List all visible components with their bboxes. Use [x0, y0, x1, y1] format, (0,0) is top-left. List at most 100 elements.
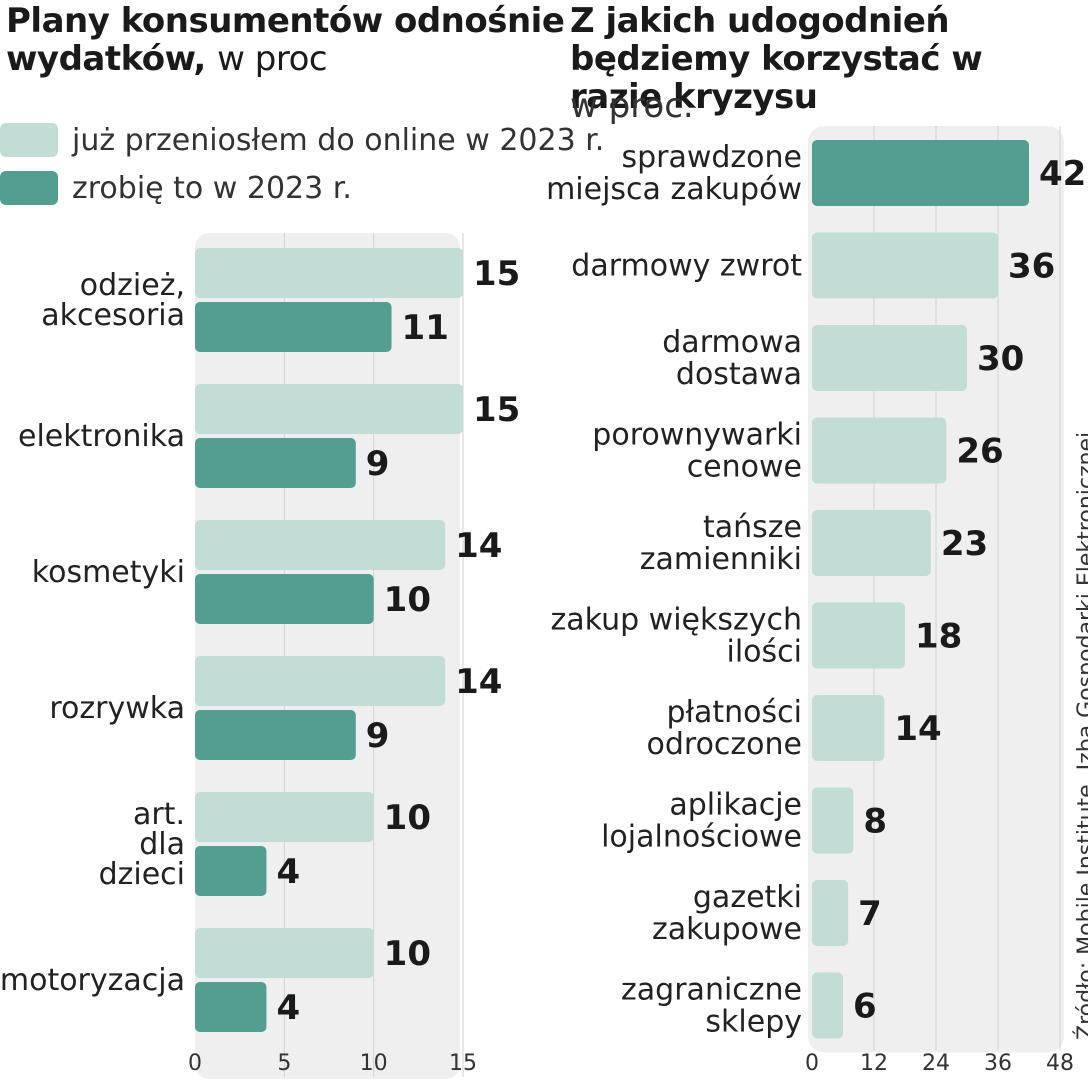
- category-label-line: dostawa: [676, 357, 802, 392]
- bar-online: [195, 384, 463, 434]
- right-chart-title: Z jakich udogodnień będziemy korzystać w…: [570, 1, 983, 117]
- category-label: zagraniczne sklepy: [621, 973, 802, 1040]
- category-label-line: płatności: [666, 695, 802, 730]
- crisis-conveniences-chart: 0 12 24 36 48 42 sprawdzone miejsca zakupów 36 da…: [546, 126, 1086, 1076]
- bar: [812, 417, 947, 484]
- category-label-line: darmowa: [662, 325, 802, 360]
- value-label: 18: [915, 617, 962, 657]
- category-label-line: zakupowe: [652, 912, 802, 947]
- category-label: elektronika: [18, 419, 185, 454]
- value-label: 30: [977, 339, 1024, 379]
- category-label: motoryzacja: [0, 963, 185, 998]
- category-label-line: sklepy: [705, 1005, 802, 1040]
- value-label: 9: [366, 444, 390, 484]
- x-tick-label: 5: [277, 1051, 291, 1076]
- legend-label-online: już przeniosłem do online w 2023 r.: [72, 122, 605, 158]
- value-label: 42: [1039, 154, 1086, 194]
- x-tick-label: 15: [449, 1051, 477, 1076]
- value-label: 14: [455, 662, 502, 702]
- bar-online: [195, 520, 446, 570]
- x-tick-label: 10: [360, 1051, 388, 1076]
- category-label-line: tańsze: [703, 510, 802, 545]
- value-label: 23: [941, 524, 988, 564]
- value-label: 8: [863, 802, 887, 842]
- category-label-line: aplikacje: [669, 788, 802, 823]
- category-label-line: motoryzacja: [0, 963, 185, 998]
- category-label-line: lojalnościowe: [601, 820, 802, 855]
- left-title-unit: w proc: [217, 39, 328, 79]
- category-label-line: cenowe: [687, 450, 802, 485]
- value-label: 15: [473, 390, 520, 430]
- bar-online: [195, 248, 463, 298]
- legend-swatch-light: [0, 123, 58, 157]
- category-label-line: elektronika: [18, 419, 185, 454]
- legend-label-planned: zrobię to w 2023 r.: [72, 170, 352, 206]
- source-note: Źródło: Mobile Institute, Izba Gospodark…: [1074, 431, 1088, 1040]
- category-label: tańsze zamienniki: [640, 510, 802, 577]
- x-tick-label: 24: [922, 1051, 950, 1076]
- bar: [812, 325, 967, 391]
- category-label: aplikacje lojalnościowe: [601, 788, 802, 855]
- category-label-line: porownywarki: [592, 418, 802, 453]
- bar: [812, 695, 885, 761]
- x-tick-label: 0: [805, 1051, 819, 1076]
- bar: [812, 972, 843, 1039]
- x-tick-label: 48: [1046, 1051, 1074, 1076]
- value-label: 6: [853, 987, 877, 1027]
- bar-planned: [195, 574, 374, 624]
- x-tick-label: 36: [984, 1051, 1012, 1076]
- category-label-line: rozrywka: [49, 691, 185, 726]
- category-label: porownywarki cenowe: [592, 418, 802, 485]
- bar-highlighted: [812, 140, 1029, 206]
- x-tick-label: 12: [860, 1051, 888, 1076]
- value-label: 11: [402, 308, 449, 348]
- value-label: 15: [473, 254, 520, 294]
- bar: [812, 602, 905, 669]
- legend-item-online: już przeniosłem do online w 2023 r.: [0, 122, 604, 158]
- left-title-bold: Plany konsumentów odnośnie wydatków,: [6, 1, 565, 79]
- category-label-line: dla: [139, 827, 185, 862]
- category-label: odzież, akcesoria: [41, 268, 185, 333]
- right-chart-subtitle: w proc.: [570, 86, 694, 126]
- value-label: 4: [276, 852, 300, 892]
- category-label: darmowy zwrot: [571, 249, 802, 284]
- category-label: kosmetyki: [32, 555, 185, 590]
- value-label: 10: [384, 798, 431, 838]
- value-label: 4: [276, 988, 300, 1028]
- value-label: 10: [384, 934, 431, 974]
- category-label-line: art.: [133, 797, 185, 832]
- category-label: art. dla dzieci: [99, 797, 185, 892]
- category-label-line: miejsca zakupów: [546, 172, 802, 207]
- bar-planned: [195, 982, 267, 1032]
- category-label-line: zamienniki: [640, 542, 802, 577]
- value-label: 9: [366, 716, 390, 756]
- category-label-line: zakup większych: [550, 603, 802, 638]
- bar-planned: [195, 302, 392, 352]
- value-label: 14: [455, 526, 502, 566]
- category-label: gazetki zakupowe: [652, 880, 802, 947]
- value-label: 36: [1008, 247, 1055, 287]
- value-label: 7: [858, 894, 882, 934]
- category-label-line: ilości: [727, 635, 802, 670]
- bar-online: [195, 656, 446, 706]
- left-chart-title: Plany konsumentów odnośnie wydatków, w p…: [6, 2, 566, 78]
- legend-swatch-dark: [0, 171, 58, 205]
- category-label-line: sprawdzone: [621, 140, 802, 175]
- category-label-line: dzieci: [99, 857, 185, 892]
- category-label-line: odroczone: [647, 727, 803, 762]
- category-label-line: darmowy zwrot: [571, 249, 802, 284]
- bar-planned: [195, 710, 356, 760]
- bar-online: [195, 928, 374, 978]
- category-label-line: gazetki: [693, 880, 802, 915]
- category-label: płatności odroczone: [647, 695, 803, 762]
- bar: [812, 787, 854, 854]
- bar: [812, 232, 998, 299]
- value-label: 14: [894, 709, 941, 749]
- x-tick-label: 0: [188, 1051, 202, 1076]
- spending-plans-chart: 0 5 10 15 15 11 odzież, akcesoria 15 9 elektronika…: [0, 233, 520, 1079]
- category-label: darmowa dostawa: [662, 325, 802, 392]
- value-label: 26: [956, 432, 1003, 472]
- value-label: 10: [384, 580, 431, 620]
- bar: [812, 880, 849, 946]
- category-label: zakup większych ilości: [550, 603, 802, 670]
